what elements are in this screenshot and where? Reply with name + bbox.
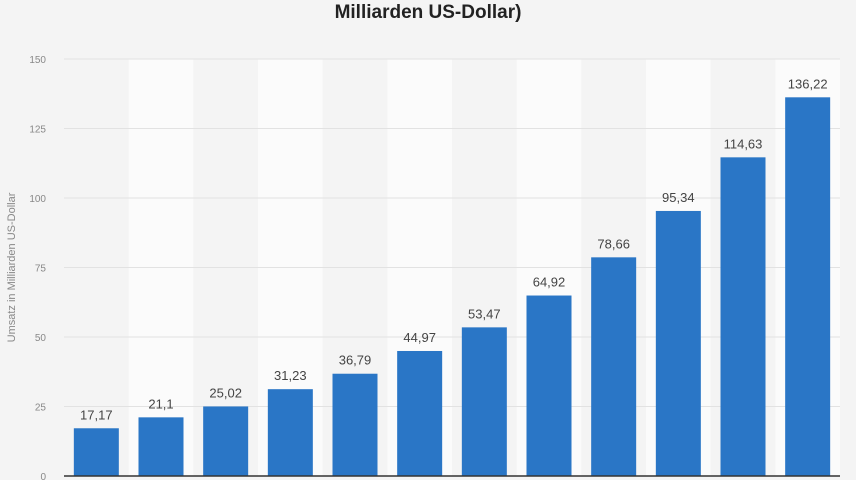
bar (655, 210, 701, 476)
data-label: 64,92 (533, 275, 566, 290)
bar (267, 389, 313, 476)
bar (720, 157, 766, 476)
y-tick-label: 150 (29, 55, 46, 66)
bar (138, 417, 184, 476)
data-label: 95,34 (662, 190, 695, 205)
y-tick-label: 75 (35, 264, 47, 275)
data-label: 78,66 (597, 236, 630, 251)
data-label: 44,97 (403, 330, 436, 345)
bar (332, 373, 378, 476)
data-label: 114,63 (724, 136, 763, 151)
chart-title: Milliarden US-Dollar) (334, 2, 522, 23)
y-tick-label: 0 (40, 472, 46, 480)
data-label: 31,23 (274, 368, 307, 383)
data-label: 36,79 (339, 353, 372, 368)
bar (526, 295, 572, 476)
bar (591, 257, 637, 476)
data-label: 17,17 (80, 407, 113, 422)
y-tick-label: 100 (29, 194, 46, 205)
data-label: 136,22 (788, 76, 828, 91)
bar (785, 97, 831, 476)
y-axis-label: Umsatz in Milliarden US-Dollar (6, 192, 18, 342)
y-tick-label: 50 (35, 333, 47, 344)
data-label: 25,02 (209, 385, 242, 400)
y-tick-label: 25 (35, 403, 47, 414)
data-label: 53,47 (468, 306, 501, 321)
bar (73, 428, 119, 476)
bar (397, 350, 443, 476)
y-tick-label: 125 (29, 125, 46, 136)
bar (203, 406, 249, 476)
data-label: 21,1 (148, 396, 173, 411)
bar (461, 327, 507, 476)
